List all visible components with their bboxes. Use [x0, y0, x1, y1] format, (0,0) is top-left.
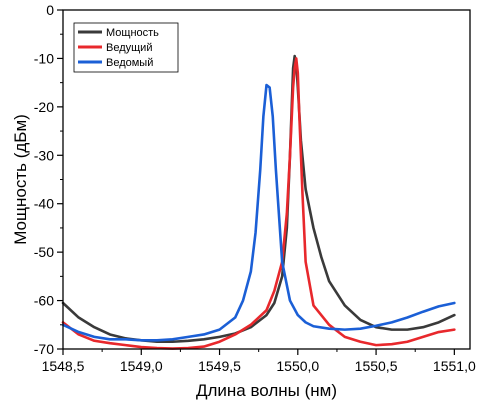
series-layer — [63, 56, 454, 349]
x-axis-title: Длина волны (нм) — [196, 381, 337, 400]
x-tick-label: 1550,0 — [276, 358, 319, 374]
series-line-3 — [63, 85, 454, 340]
y-tick-label: -20 — [34, 99, 54, 115]
y-tick-label: -10 — [34, 50, 54, 66]
x-tick-label: 1550,5 — [355, 358, 398, 374]
x-tick-label: 1548,5 — [42, 358, 85, 374]
legend-label: Ведомый — [106, 57, 153, 69]
legend: Мощность Ведущий Ведомый — [74, 23, 178, 72]
x-tick-label: 1549,0 — [120, 358, 163, 374]
y-tick-label: -40 — [34, 196, 54, 212]
legend-label: Мощность — [106, 27, 159, 39]
y-tick-label: -50 — [34, 244, 54, 260]
x-tick-label: 1549,5 — [198, 358, 241, 374]
x-tick-label: 1551,0 — [433, 358, 476, 374]
y-axis-title: Мощность (дБм) — [11, 114, 30, 245]
y-tick-label: -60 — [34, 293, 54, 309]
y-tick-label: -30 — [34, 147, 54, 163]
legend-label: Ведущий — [106, 42, 152, 54]
y-tick-label: -70 — [34, 341, 54, 357]
y-tick-label: 0 — [46, 2, 54, 18]
